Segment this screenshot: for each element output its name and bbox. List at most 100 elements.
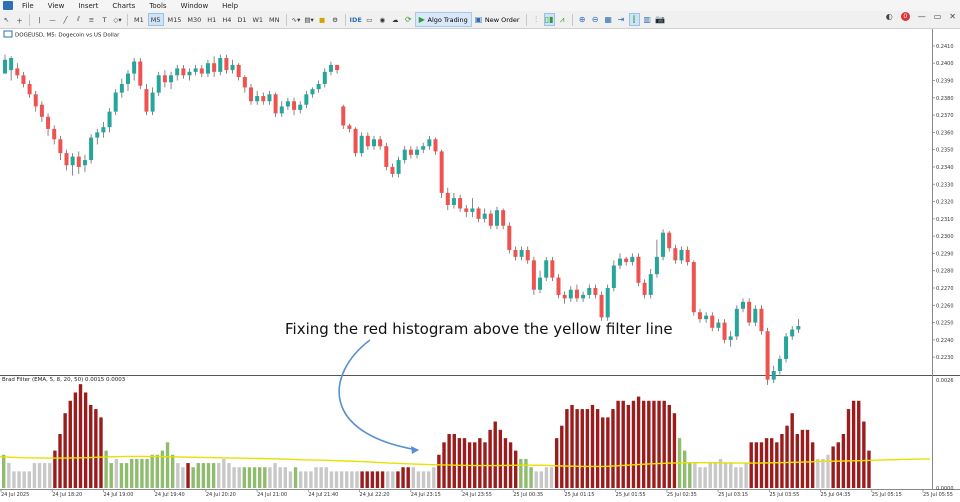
zoom-out-icon[interactable]: ⊖ [591,15,599,24]
restore-icon[interactable]: ▭ [933,12,942,21]
time-tick-label: 25 Jul 04:35 [821,492,851,498]
shapes-icon[interactable]: ◇▾ [113,15,122,24]
candle-body [384,146,389,167]
timeframe-mn[interactable]: MN [269,15,280,24]
timeframe-h4[interactable]: H4 [222,15,232,24]
histogram-bar [27,471,31,488]
candle-body [648,274,653,295]
candle-body [89,137,94,161]
text-tool-icon[interactable]: T [102,15,107,24]
candle-body [138,61,143,86]
menu-file[interactable]: File [22,1,34,10]
settings-icon[interactable]: ⚙ [332,15,338,24]
chart-shift-icon[interactable]: ⫿ [628,13,640,26]
menu-insert[interactable]: Insert [78,1,99,10]
candle-body [273,94,278,114]
histogram-bar [170,454,175,488]
chart-canvas[interactable]: 0.2410 0.2400 0.2390 0.2380 0.2370 0.2360 0.23… [0,29,960,498]
histogram-bar [780,434,784,488]
histogram-bar [544,467,549,488]
line-chart-icon[interactable]: ⩘ [559,14,565,24]
candle-body [556,277,561,295]
menu-tools[interactable]: Tools [149,1,167,10]
histogram-bar [155,454,159,488]
bar-chart-icon[interactable]: ⫶ [535,14,538,24]
menu-help[interactable]: Help [222,1,239,10]
histogram-bar [565,409,569,488]
algo-status-icon[interactable]: ⟳ [404,15,412,24]
candle-body [661,232,666,257]
histogram-bar [165,442,170,488]
timeframe-h1[interactable]: H1 [207,15,217,24]
indicators-icon[interactable]: ∿▾ [291,15,301,24]
histogram-bar [94,409,98,488]
color-scheme-icon[interactable]: ■ [318,15,326,24]
time-tick-label: 24 Jul 22:20 [360,492,390,498]
grid-icon[interactable]: ▥ [643,15,651,24]
fibonacci-icon[interactable]: ≡ [88,15,95,24]
account-icon[interactable]: ◐ [885,12,893,21]
timeframe-m5[interactable]: M5 [147,13,164,26]
histogram-bar [386,471,390,488]
new-order-button[interactable]: ▣ New Order [472,13,523,26]
zoom-in-icon[interactable]: ⊕ [578,15,586,24]
candle-body [396,160,401,174]
price-tick-label: 0.2320 [936,200,954,206]
histogram-bar [196,463,200,488]
time-tick-label: 25 Jul 00:35 [513,492,543,498]
candle-body [212,63,217,72]
histogram-bar [657,400,661,488]
screenshot-icon[interactable]: 📷 [655,15,666,24]
timeframe-d1[interactable]: D1 [237,15,247,24]
candle-body [64,153,69,166]
menu-window[interactable]: Window [180,1,209,10]
candle-body [267,94,272,102]
candle-body [218,58,223,72]
trend-line-icon[interactable]: ╱ [63,15,68,24]
minimize-icon[interactable]: — [917,12,926,21]
menu-charts[interactable]: Charts [112,1,136,10]
histogram-bar [119,463,124,488]
histogram-bar [503,438,508,488]
templates-icon[interactable]: ▤▾ [304,15,314,24]
histogram-bar [795,434,799,488]
menu-view[interactable]: View [47,1,65,10]
cursor-icon[interactable]: ↖ [3,15,10,24]
menu-bar: File View Insert Charts Tools Window Hel… [0,0,960,11]
histogram-bar [411,467,415,488]
close-icon[interactable]: ✕ [949,12,956,21]
tile-windows-icon[interactable]: ▦ [604,15,612,24]
candle-body [476,208,481,219]
candle-body [728,336,733,340]
chart-window[interactable]: 0.2410 0.2400 0.2390 0.2380 0.2370 0.2360 0.23… [0,29,960,498]
histogram-bar [124,463,129,488]
candle-body [784,336,789,359]
histogram-bar [232,467,236,488]
timeframe-w1[interactable]: W1 [252,15,264,24]
candlestick-chart-icon[interactable]: ▯▮ [543,13,555,26]
signals-icon[interactable]: ◉ [379,15,386,24]
price-pane[interactable] [0,29,932,375]
market-icon[interactable]: ▭ [366,15,373,24]
ide-button[interactable]: IDE [349,15,362,24]
timeframe-m15[interactable]: M15 [167,15,182,24]
timeframe-m30[interactable]: M30 [187,15,202,24]
candle-body [470,208,475,212]
histogram-bar [447,434,451,488]
vertical-line-icon[interactable]: | [38,15,41,24]
candle-body [593,288,598,295]
algo-trading-button[interactable]: ▶ Algo Trading [414,12,472,27]
auto-scroll-icon[interactable]: ⇥ [617,15,625,24]
price-tick-label: 0.2300 [936,234,954,240]
crosshair-icon[interactable]: ＋ [16,16,23,25]
notification-badge[interactable]: 0 [900,12,910,21]
vps-icon[interactable]: ☁ [392,15,399,24]
price-tick-label: 0.2400 [936,61,954,67]
histogram-bar [498,429,503,488]
candle-body [255,96,260,102]
histogram-bar [263,467,267,488]
histogram-bar [739,467,743,488]
timeframe-m1[interactable]: M1 [134,15,144,24]
channel-icon[interactable]: ⫽ [77,15,80,23]
horizontal-line-icon[interactable]: — [49,15,56,24]
